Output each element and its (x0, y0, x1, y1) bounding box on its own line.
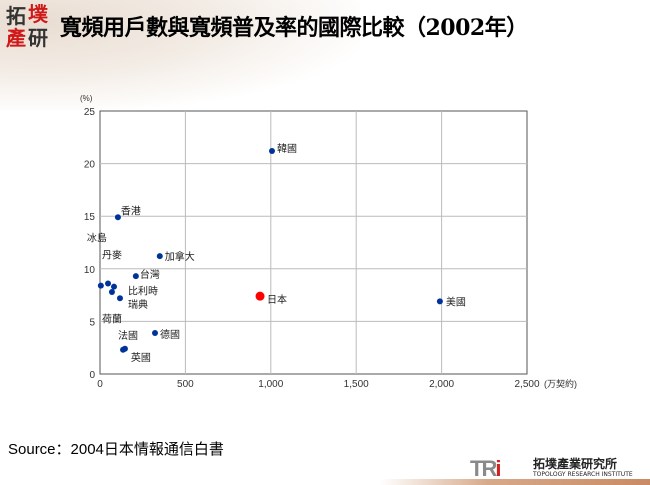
data-point (156, 253, 163, 260)
tri-name-cn: 拓墣產業研究所 (533, 457, 618, 471)
y-tick-label: 0 (89, 370, 95, 381)
data-point (114, 214, 121, 221)
logo-char: 產 (6, 26, 26, 50)
data-label: 荷蘭 (102, 312, 122, 325)
data-point (268, 147, 275, 154)
x-tick-label: 2,500 (514, 379, 539, 390)
data-point (132, 273, 139, 280)
x-tick-label: 1,000 (258, 379, 283, 390)
source-note: Source：2004日本情報通信白書 (8, 441, 224, 458)
logo-char: 墣 (28, 2, 48, 26)
data-label: 德國 (160, 328, 180, 341)
y-tick-label: 15 (84, 212, 96, 223)
data-label: 台灣 (140, 268, 160, 281)
data-label: 美國 (446, 295, 466, 308)
page-title: 寬頻用戶數與寬頻普及率的國際比較（2002年） (60, 15, 528, 41)
data-label: 丹麥 (102, 249, 122, 262)
x-tick-label: 500 (177, 379, 194, 390)
tri-logo-i: i (495, 456, 501, 481)
plot-frame (99, 110, 528, 375)
data-label: 瑞典 (128, 298, 148, 311)
data-point (108, 288, 115, 295)
data-label: 日本 (267, 293, 287, 306)
data-label: 英國 (131, 351, 151, 364)
data-point (97, 282, 104, 289)
data-label: 比利時 (128, 286, 158, 298)
data-point (436, 298, 443, 305)
data-point (105, 280, 112, 287)
x-tick-label: 1,500 (344, 379, 369, 390)
data-label: 冰島 (87, 232, 107, 245)
logo: 拓 墣 產 研 (6, 4, 58, 48)
data-label: 香港 (121, 205, 141, 217)
y-axis-label: (%) (80, 94, 93, 103)
logo-char: 研 (28, 26, 48, 50)
data-label: 韓國 (277, 143, 297, 155)
x-axis-label: (万契約) (544, 378, 577, 389)
data-label: 加拿大 (165, 250, 195, 263)
logo-char: 拓 (6, 4, 26, 28)
y-tick-label: 10 (84, 265, 96, 276)
y-tick-label: 20 (84, 160, 96, 171)
x-tick-label: 0 (97, 379, 103, 390)
footer-bar (380, 479, 650, 485)
data-point (111, 283, 118, 290)
tri-logo-letters: TR (470, 456, 497, 481)
scatter-chart: 0 500 1,000 1,500 2,000 2,500 0 5 10 15 20 25 (万契約)… (80, 94, 577, 390)
tri-logo: TRi (470, 456, 502, 482)
tri-name-en: TOPOLOGY RESEARCH INSTITUTE (533, 471, 633, 478)
y-tick-label: 5 (89, 317, 95, 328)
data-point (255, 291, 265, 301)
data-point (116, 295, 123, 302)
y-tick-label: 25 (84, 107, 96, 118)
data-label: 法國 (118, 329, 138, 342)
data-point (121, 345, 128, 352)
data-point (151, 329, 158, 336)
x-tick-label: 2,000 (429, 379, 454, 390)
background-map (0, 0, 360, 110)
